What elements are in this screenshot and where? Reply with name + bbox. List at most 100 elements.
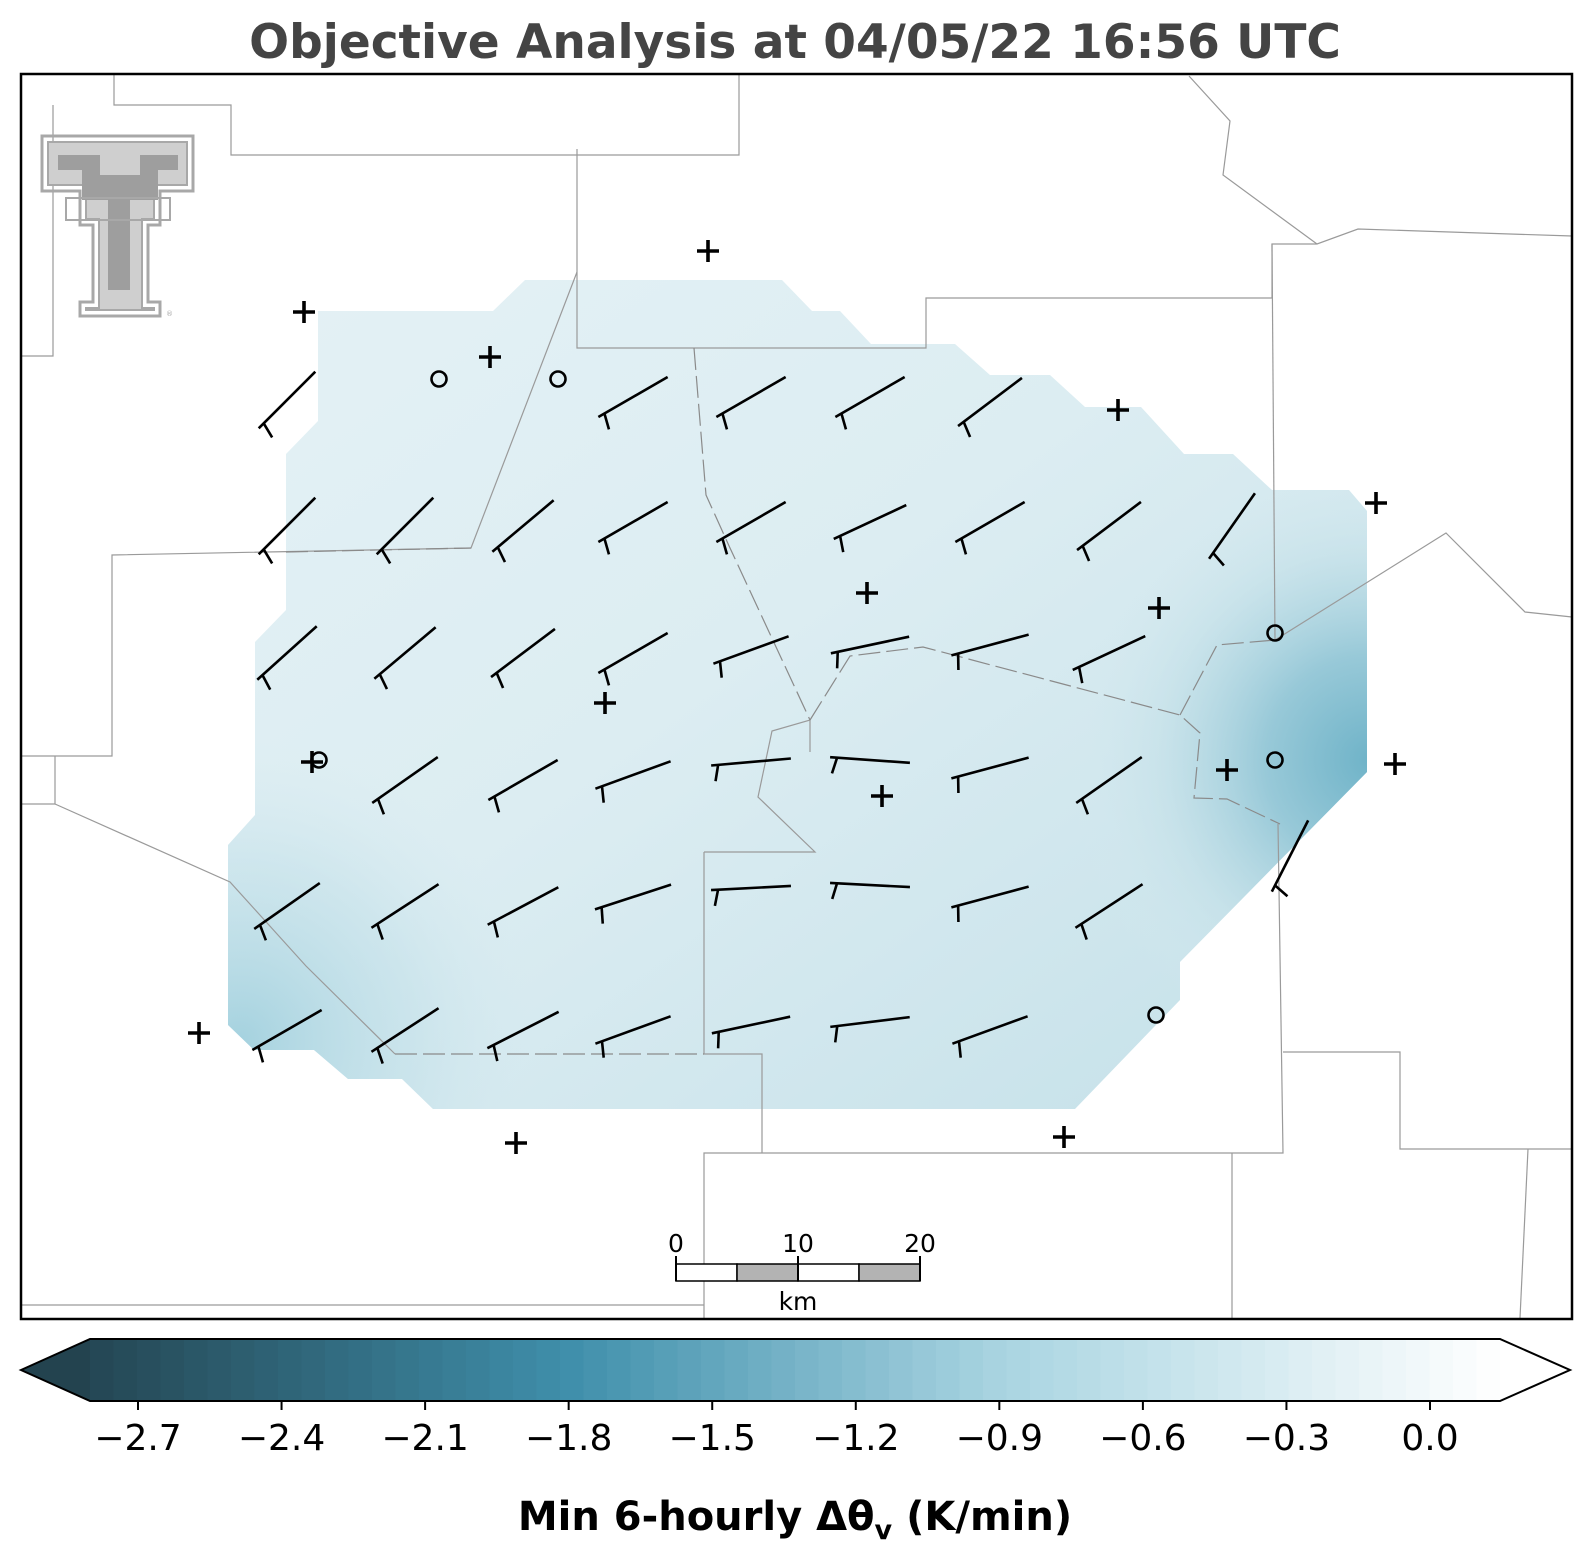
scale-bar-label-20: 20 — [904, 1229, 936, 1258]
calm-wind-marker — [430, 370, 448, 388]
colorbar-cell — [348, 1339, 373, 1401]
colorbar-tick-label: −2.4 — [238, 1418, 325, 1459]
scale-bar-label-10: 10 — [782, 1229, 814, 1258]
colorbar-cell — [1288, 1339, 1313, 1401]
colorbar-cell — [889, 1339, 914, 1401]
scale-bar-segment — [797, 1263, 860, 1282]
colorbar-cell — [630, 1339, 655, 1401]
wind-barb — [487, 886, 559, 938]
colorbar-cell — [818, 1339, 843, 1401]
map-frame — [19, 72, 1574, 1321]
colorbar-cell — [1171, 1339, 1196, 1401]
colorbar-cell — [1335, 1339, 1360, 1401]
wind-barb — [253, 881, 321, 941]
wind-barb — [1076, 500, 1142, 562]
colorbar-cell — [395, 1339, 420, 1401]
colorbar-cell — [983, 1339, 1008, 1401]
station-marker — [188, 1022, 210, 1044]
wind-barb — [1074, 883, 1144, 940]
colorbar-cell — [513, 1339, 538, 1401]
wind-barb — [370, 1007, 440, 1064]
colorbar-extend-low — [21, 1339, 90, 1401]
wind-barb — [833, 503, 907, 553]
colorbar-cell — [1453, 1339, 1478, 1401]
chart-title: Objective Analysis at 04/05/22 16:56 UTC — [249, 15, 1341, 70]
colorbar-cells — [90, 1339, 1501, 1401]
wind-barb — [487, 758, 559, 813]
texas-tech-double-t-logo: ® — [40, 134, 195, 318]
station-marker — [1107, 399, 1129, 421]
wind-barb — [257, 496, 317, 565]
colorbar-cell — [865, 1339, 890, 1401]
colorbar-cell — [748, 1339, 773, 1401]
wind-barb — [256, 625, 318, 691]
colorbar-cell — [90, 1339, 115, 1401]
colorbar-ticks: −2.7 −2.4 −2.1 −1.8 −1.5 −1.2 −0.9 −0.6 −0.3 0.0 — [94, 1401, 1459, 1459]
wind-barb — [373, 626, 437, 690]
station-marker — [1148, 597, 1170, 619]
colorbar-tick-label: −0.6 — [1099, 1418, 1186, 1459]
wind-barb — [597, 500, 669, 555]
scale-bar: 0 10 20 km — [668, 1229, 936, 1316]
wind-barb — [375, 496, 435, 565]
station-marker — [1216, 759, 1238, 781]
colorbar-tick-label: −1.2 — [812, 1418, 899, 1459]
station-marker — [1053, 1126, 1075, 1148]
colorbar-cell — [1006, 1339, 1031, 1401]
station-marker — [697, 240, 719, 262]
scale-bar-segment — [858, 1263, 921, 1282]
colorbar-cell — [536, 1339, 561, 1401]
wind-barb — [711, 757, 791, 782]
wind-barb — [594, 883, 672, 924]
colorbar-cell — [466, 1339, 491, 1401]
wind-barb — [594, 1015, 672, 1058]
colorbar-cell — [301, 1339, 326, 1401]
wind-barb — [257, 370, 317, 439]
station-marker — [871, 785, 893, 807]
station-marker — [505, 1132, 527, 1154]
calm-wind-marker — [1266, 751, 1284, 769]
wind-barb — [715, 500, 787, 555]
wind-barb — [957, 376, 1023, 438]
colorbar-cell — [1100, 1339, 1125, 1401]
colorbar-cell — [1053, 1339, 1078, 1401]
colorbar-cell — [113, 1339, 138, 1401]
wind-barb — [597, 375, 669, 430]
colorbar-cell — [1382, 1339, 1407, 1401]
wind-barb — [830, 1015, 910, 1043]
colorbar-cell — [442, 1339, 467, 1401]
wind-barb — [1072, 634, 1146, 684]
wind-barb — [830, 755, 910, 774]
colorbar-extend-high — [1500, 1339, 1570, 1401]
colorbar-cell — [1265, 1339, 1290, 1401]
wind-barb — [597, 631, 669, 686]
colorbar-cell — [795, 1339, 820, 1401]
station-marker — [293, 301, 315, 323]
wind-barb — [711, 1015, 791, 1049]
colorbar-cell — [1030, 1339, 1055, 1401]
wind-barb — [951, 756, 1029, 794]
map-panel: ® 0 10 20 km — [19, 72, 1574, 1321]
colorbar-label: Min 6-hourly Δθv (K/min) — [518, 1494, 1072, 1546]
scale-bar-segment — [736, 1263, 799, 1282]
colorbar-cell — [912, 1339, 937, 1401]
calm-wind-marker — [549, 370, 567, 388]
colorbar-cell — [372, 1339, 397, 1401]
colorbar-cell — [184, 1339, 209, 1401]
colorbar-cell — [1147, 1339, 1172, 1401]
colorbar-tick-label: 0.0 — [1401, 1418, 1458, 1459]
wind-barb — [491, 499, 555, 563]
colorbar-label-unit: (K/min) — [892, 1494, 1072, 1540]
wind-barb — [951, 633, 1029, 671]
colorbar-cell — [724, 1339, 749, 1401]
station-marker — [1384, 753, 1406, 775]
colorbar-cell — [1124, 1339, 1149, 1401]
wind-barb — [710, 884, 792, 907]
colorbar-cell — [489, 1339, 514, 1401]
colorbar-cell — [1406, 1339, 1431, 1401]
wind-barb — [251, 1008, 323, 1063]
scale-bar-unit: km — [779, 1287, 818, 1316]
scale-bar-label-0: 0 — [668, 1229, 684, 1258]
wind-barb — [954, 500, 1026, 555]
